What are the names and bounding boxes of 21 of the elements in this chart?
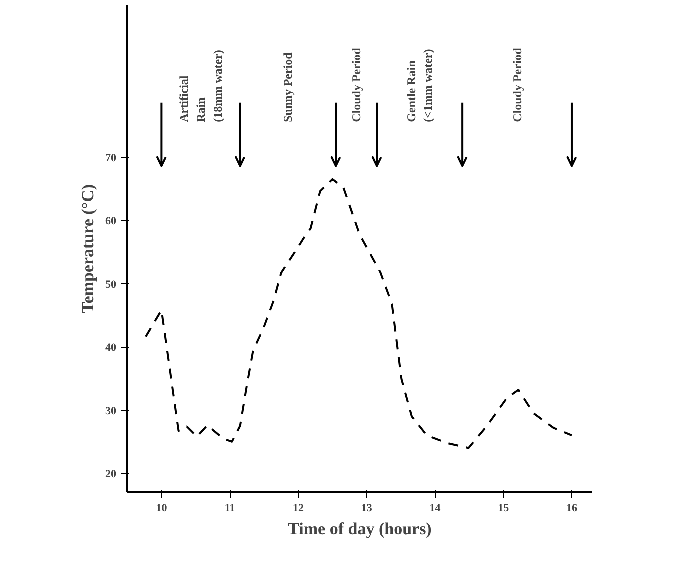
annotation: Cloudy Period	[510, 48, 524, 122]
x-tick-label: 14	[430, 502, 442, 514]
x-tick-label: 16	[566, 502, 578, 514]
annotation: Sunny Period	[281, 52, 296, 122]
annotation: Gentle Rain (<1mm water)	[404, 49, 436, 122]
y-tick-label: 40	[106, 342, 117, 354]
x-tick-label: 10	[156, 502, 168, 514]
annotation: Artificial Rain (18mm water)	[177, 50, 225, 122]
x-tick-label: 13	[361, 502, 373, 514]
x-axis-title: Time of day (hours)	[288, 520, 432, 538]
annotation: Cloudy Period	[350, 48, 364, 122]
y-tick-label: 30	[106, 405, 117, 418]
x-tick-label: 12	[292, 502, 304, 514]
y-axis-title: Temperature (°C)	[78, 184, 98, 314]
y-tick-label: 60	[106, 216, 117, 228]
x-tick-label: 11	[224, 502, 236, 514]
y-tick-label: 20	[106, 468, 117, 481]
x-tick-label: 15	[498, 502, 510, 514]
y-tick-label: 50	[106, 278, 117, 291]
line-series	[144, 178, 573, 450]
y-tick-label: 70	[106, 152, 117, 164]
